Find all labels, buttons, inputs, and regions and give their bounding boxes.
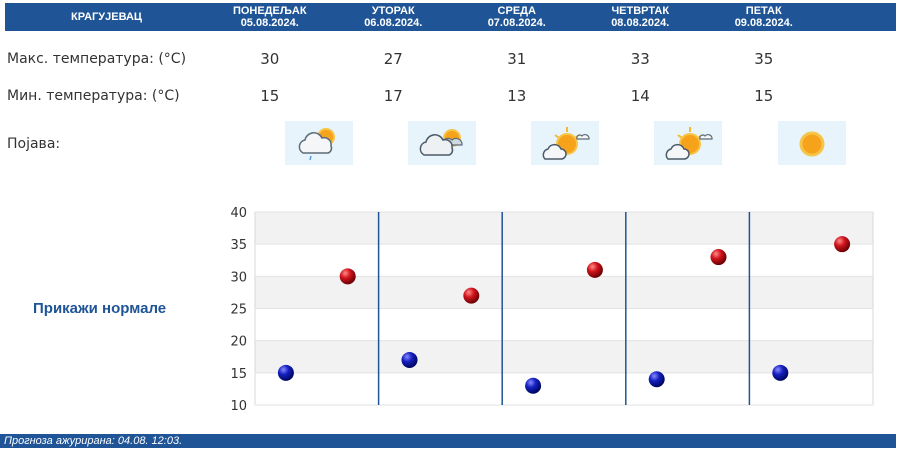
day-date: 05.08.2024. (240, 17, 299, 29)
chart-background-bands (254, 211, 874, 406)
max-temperature-row: Макс. температура: (°C) 30 27 31 33 35 (0, 47, 900, 71)
day-date: 08.08.2024. (611, 17, 670, 29)
max-temperature-point[interactable] (710, 249, 727, 266)
min-temperature-point[interactable] (277, 364, 294, 381)
show-normals-link[interactable]: Прикажи нормале (33, 300, 167, 317)
city-name: КРАГУЈЕВАЦ (71, 11, 142, 23)
y-tick-label: 30 (230, 270, 247, 285)
min-temperature-point[interactable] (772, 364, 789, 381)
min-temperature-point[interactable] (401, 351, 418, 368)
grid-band (255, 308, 873, 341)
day-header: ПЕТАК 09.08.2024. (702, 3, 826, 31)
day-header: УТОРАК 06.08.2024. (332, 3, 456, 31)
phenomenon-label: Појава: (7, 136, 61, 152)
min-temperature-value: 15 (260, 87, 280, 105)
sun-with-clouds-icon (654, 121, 722, 165)
max-temperature-point[interactable] (339, 268, 356, 285)
max-temperature-value: 30 (260, 50, 280, 68)
sun-with-clouds-icon (531, 121, 599, 165)
max-temperature-value: 35 (754, 50, 774, 68)
day-name: УТОРАК (371, 5, 415, 17)
min-temperature-label: Мин. температура: (°C) (7, 88, 180, 104)
grid-band (255, 372, 873, 405)
day-name: СРЕДА (497, 5, 536, 17)
min-temperature-value: 14 (630, 87, 650, 105)
day-date: 09.08.2024. (734, 17, 793, 29)
max-temperature-point[interactable] (586, 261, 603, 278)
forecast-updated-footer: Прогноза ажурирана: 04.08. 12:03. (0, 434, 896, 448)
min-temperature-row: Мин. температура: (°C) 15 17 13 14 15 (0, 84, 900, 108)
day-date: 07.08.2024. (487, 17, 546, 29)
chart-points (277, 236, 851, 394)
max-temperature-value: 33 (630, 50, 650, 68)
day-header: ПОНЕДЕЉАК 05.08.2024. (208, 3, 332, 31)
min-temperature-point[interactable] (525, 377, 542, 394)
day-name: ЧЕТВРТАК (611, 5, 670, 17)
min-temperature-point[interactable] (648, 371, 665, 388)
y-tick-label: 25 (230, 303, 247, 318)
grid-band (255, 212, 873, 245)
day-header: СРЕДА 07.08.2024. (455, 3, 579, 31)
temperature-chart: 10 15 20 25 30 35 40 (230, 206, 874, 414)
y-axis-ticks: 10 15 20 25 30 35 40 (230, 206, 247, 414)
grid-band (255, 340, 873, 373)
y-tick-label: 20 (230, 335, 247, 350)
day-dividers (377, 212, 751, 405)
y-tick-label: 15 (230, 367, 247, 382)
y-tick-label: 40 (230, 206, 247, 221)
day-header: ЧЕТВРТАК 08.08.2024. (579, 3, 703, 31)
max-temperature-value: 31 (507, 50, 527, 68)
max-temperature-label: Макс. температура: (°C) (7, 51, 187, 67)
grid-band (255, 244, 873, 277)
max-temperature-value: 27 (383, 50, 403, 68)
min-temperature-value: 15 (754, 87, 774, 105)
min-temperature-value: 13 (507, 87, 527, 105)
grid-band (255, 276, 873, 309)
day-name: ПОНЕДЕЉАК (232, 5, 307, 17)
min-temperature-value: 17 (383, 87, 403, 105)
day-name: ПЕТАК (745, 5, 782, 17)
partly-cloudy-light-rain-icon (285, 121, 353, 165)
forecast-header-bar: КРАГУЈЕВАЦ ПОНЕДЕЉАК 05.08.2024. УТОРАК … (5, 3, 896, 31)
y-tick-label: 35 (230, 238, 247, 253)
max-temperature-point[interactable] (463, 287, 480, 304)
sun-icon (778, 121, 846, 165)
cloudy-sun-icon (408, 121, 476, 165)
y-tick-label: 10 (230, 399, 247, 414)
max-temperature-point[interactable] (834, 236, 851, 253)
day-date: 06.08.2024. (364, 17, 423, 29)
